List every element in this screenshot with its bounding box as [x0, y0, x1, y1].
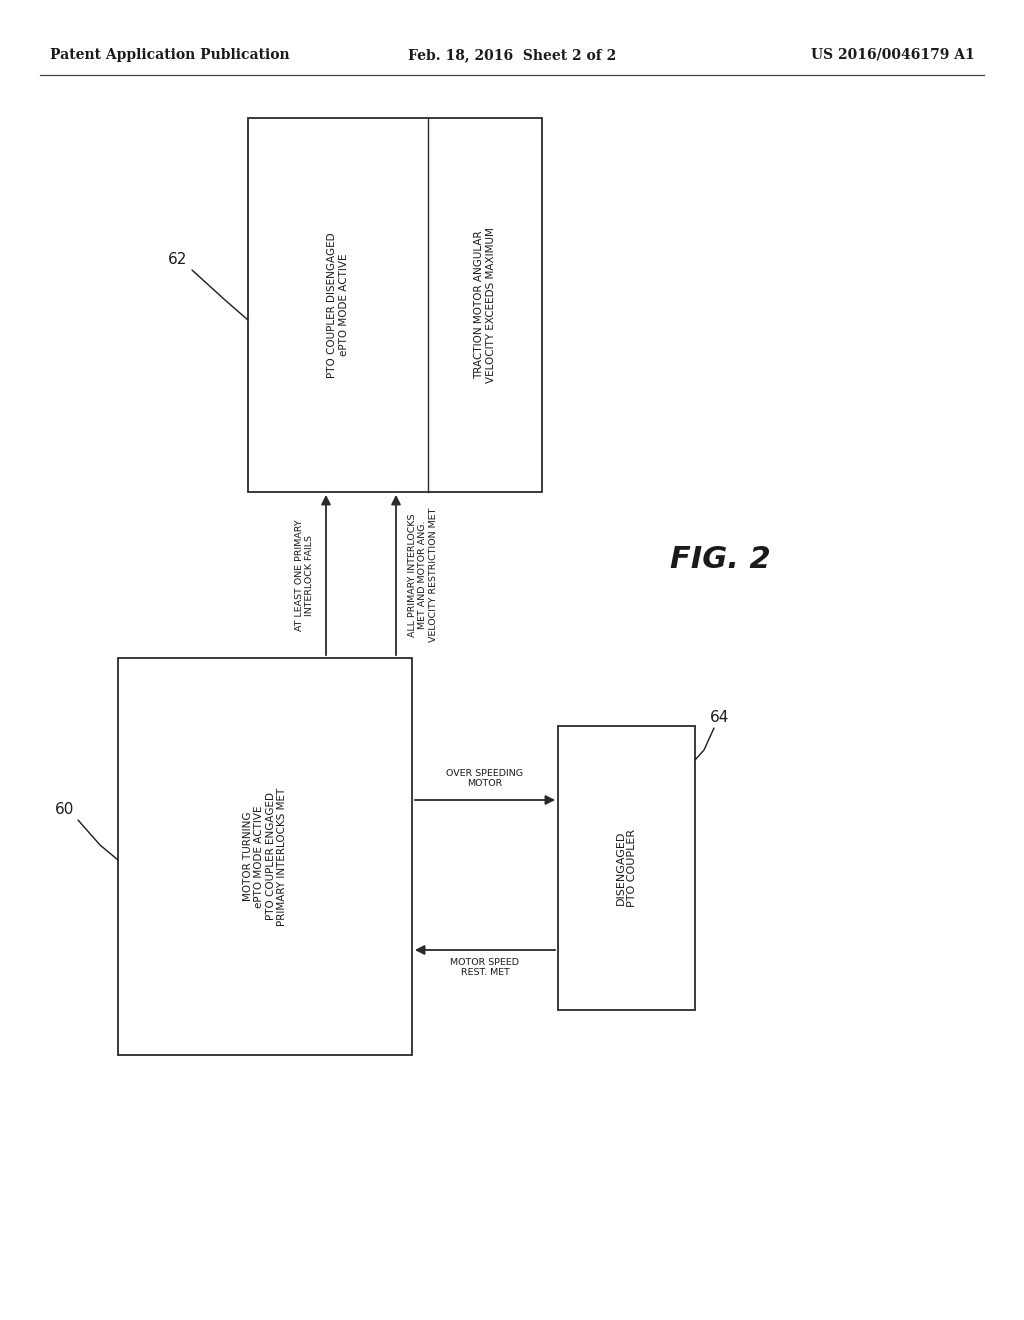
Text: 64: 64: [711, 710, 730, 726]
Bar: [248, 117, 542, 492]
Text: FIG. 2: FIG. 2: [670, 545, 770, 574]
Text: PTO COUPLER DISENGAGED
ePTO MODE ACTIVE: PTO COUPLER DISENGAGED ePTO MODE ACTIVE: [328, 232, 349, 378]
Text: 62: 62: [168, 252, 187, 268]
Text: US 2016/0046179 A1: US 2016/0046179 A1: [811, 48, 975, 62]
Bar: [118, 657, 412, 1055]
Text: MOTOR SPEED
REST. MET: MOTOR SPEED REST. MET: [451, 958, 519, 977]
Text: Feb. 18, 2016  Sheet 2 of 2: Feb. 18, 2016 Sheet 2 of 2: [408, 48, 616, 62]
Text: MOTOR TURNING
ePTO MODE ACTIVE
PTO COUPLER ENGAGED
PRIMARY INTERLOCKS MET: MOTOR TURNING ePTO MODE ACTIVE PTO COUPL…: [243, 787, 288, 925]
Text: ALL PRIMARY INTERLOCKS
MET AND MOTOR ANG.
VELOCITY RESTRICTION MET: ALL PRIMARY INTERLOCKS MET AND MOTOR ANG…: [408, 508, 438, 643]
Text: TRACTION MOTOR ANGULAR
VELOCITY EXCEEDS MAXIMUM: TRACTION MOTOR ANGULAR VELOCITY EXCEEDS …: [474, 227, 496, 383]
Bar: [558, 726, 695, 1010]
Text: 60: 60: [55, 803, 75, 817]
Text: AT LEAST ONE PRIMARY
INTERLOCK FAILS: AT LEAST ONE PRIMARY INTERLOCK FAILS: [295, 519, 314, 631]
Text: DISENGAGED
PTO COUPLER: DISENGAGED PTO COUPLER: [615, 829, 637, 907]
Text: OVER SPEEDING
MOTOR: OVER SPEEDING MOTOR: [446, 768, 523, 788]
Text: Patent Application Publication: Patent Application Publication: [50, 48, 290, 62]
